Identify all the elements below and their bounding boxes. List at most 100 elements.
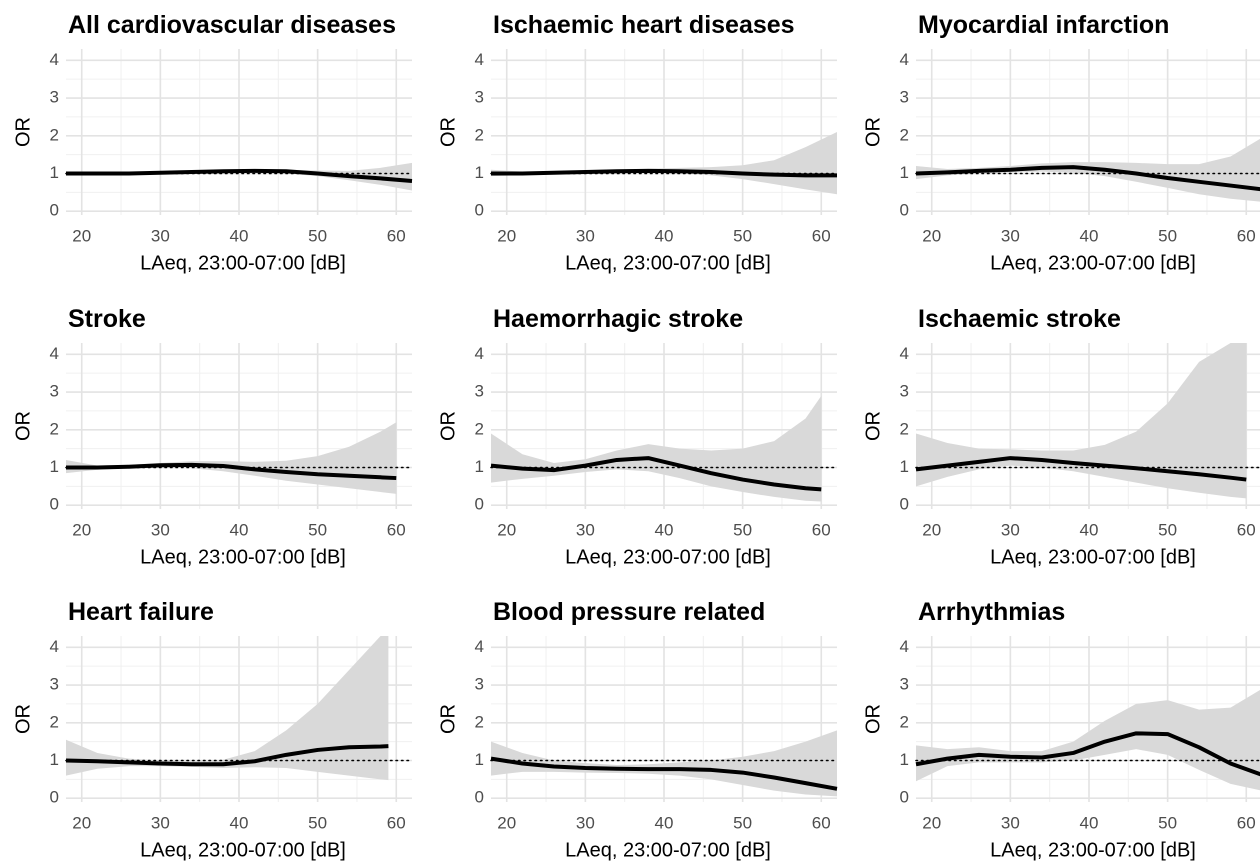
y-tick-label: 2 xyxy=(50,125,59,144)
x-axis-label: LAeq, 23:00-07:00 [dB] xyxy=(990,546,1196,568)
x-tick-label: 60 xyxy=(1237,226,1256,245)
confidence-band xyxy=(916,690,1260,791)
confidence-band xyxy=(491,132,837,195)
panel-title: Blood pressure related xyxy=(493,598,765,626)
x-tick-label: 40 xyxy=(1080,813,1099,832)
x-tick-label: 50 xyxy=(308,520,327,539)
x-tick-label: 30 xyxy=(576,520,595,539)
x-tick-label: 20 xyxy=(72,520,91,539)
y-tick-label: 2 xyxy=(900,712,909,731)
x-tick-label: 40 xyxy=(230,226,249,245)
x-axis-label: LAeq, 23:00-07:00 [dB] xyxy=(990,839,1196,861)
y-tick-label: 0 xyxy=(475,495,484,514)
x-tick-label: 20 xyxy=(72,226,91,245)
x-tick-label: 30 xyxy=(151,813,170,832)
x-tick-label: 30 xyxy=(1001,520,1020,539)
y-tick-label: 2 xyxy=(50,712,59,731)
y-axis-label: OR xyxy=(12,411,34,441)
or-curve xyxy=(915,165,1260,192)
y-axis-label: OR xyxy=(437,704,459,734)
x-tick-label: 60 xyxy=(387,813,406,832)
y-tick-label: 3 xyxy=(475,675,484,694)
x-tick-label: 40 xyxy=(655,813,674,832)
y-tick-label: 3 xyxy=(900,675,909,694)
x-tick-label: 50 xyxy=(1158,226,1177,245)
panel-title: Myocardial infarction xyxy=(918,11,1169,39)
panel-title: Ischaemic heart diseases xyxy=(493,11,795,39)
y-axis-label: OR xyxy=(12,704,34,734)
or-curve xyxy=(915,731,1260,777)
y-tick-label: 0 xyxy=(900,201,909,220)
y-tick-label: 0 xyxy=(900,788,909,807)
or-curve xyxy=(915,456,1247,482)
y-tick-label: 1 xyxy=(900,750,909,769)
x-tick-label: 20 xyxy=(497,226,516,245)
x-tick-label: 60 xyxy=(812,813,831,832)
y-tick-label: 1 xyxy=(50,163,59,182)
x-tick-label: 60 xyxy=(812,520,831,539)
x-axis-label: LAeq, 23:00-07:00 [dB] xyxy=(140,546,346,568)
panel-title: Heart failure xyxy=(68,598,214,626)
x-axis-label: LAeq, 23:00-07:00 [dB] xyxy=(565,252,771,274)
y-tick-label: 1 xyxy=(475,163,484,182)
y-tick-label: 0 xyxy=(50,201,59,220)
y-tick-label: 2 xyxy=(475,712,484,731)
x-tick-label: 50 xyxy=(308,813,327,832)
x-tick-label: 60 xyxy=(1237,813,1256,832)
x-axis-label: LAeq, 23:00-07:00 [dB] xyxy=(140,839,346,861)
y-tick-label: 2 xyxy=(50,419,59,438)
x-tick-label: 40 xyxy=(655,520,674,539)
y-tick-label: 4 xyxy=(50,344,59,363)
y-tick-label: 1 xyxy=(50,457,59,476)
x-axis-label: LAeq, 23:00-07:00 [dB] xyxy=(565,839,771,861)
y-tick-label: 3 xyxy=(50,88,59,107)
confidence-band xyxy=(66,636,389,781)
x-tick-label: 40 xyxy=(230,813,249,832)
y-tick-label: 1 xyxy=(900,163,909,182)
y-tick-label: 3 xyxy=(475,382,484,401)
x-tick-label: 50 xyxy=(733,813,752,832)
x-tick-label: 30 xyxy=(151,520,170,539)
y-tick-label: 0 xyxy=(475,788,484,807)
panel-title: Haemorrhagic stroke xyxy=(493,305,743,333)
x-tick-label: 40 xyxy=(1080,520,1099,539)
y-tick-label: 2 xyxy=(475,125,484,144)
y-axis-label: OR xyxy=(862,117,884,147)
x-tick-label: 40 xyxy=(1080,226,1099,245)
y-axis-label: OR xyxy=(437,411,459,441)
y-tick-label: 4 xyxy=(900,50,909,69)
y-tick-label: 2 xyxy=(900,125,909,144)
panel-title: Arrhythmias xyxy=(918,598,1065,626)
y-tick-label: 3 xyxy=(475,88,484,107)
x-tick-label: 50 xyxy=(1158,520,1177,539)
y-tick-label: 0 xyxy=(50,495,59,514)
x-axis-label: LAeq, 23:00-07:00 [dB] xyxy=(565,546,771,568)
y-tick-label: 4 xyxy=(900,344,909,363)
panel-title: Ischaemic stroke xyxy=(918,305,1121,333)
confidence-band xyxy=(66,422,397,494)
x-tick-label: 50 xyxy=(1158,813,1177,832)
y-tick-label: 4 xyxy=(475,344,484,363)
y-tick-label: 0 xyxy=(475,201,484,220)
x-tick-label: 30 xyxy=(151,226,170,245)
x-tick-label: 60 xyxy=(812,226,831,245)
or-curve xyxy=(66,462,397,481)
y-axis-label: OR xyxy=(437,117,459,147)
x-tick-label: 50 xyxy=(733,226,752,245)
y-tick-label: 0 xyxy=(50,788,59,807)
y-tick-label: 3 xyxy=(50,382,59,401)
y-axis-label: OR xyxy=(862,411,884,441)
y-tick-label: 0 xyxy=(900,495,909,514)
x-tick-label: 40 xyxy=(230,520,249,539)
y-tick-label: 3 xyxy=(900,88,909,107)
y-tick-label: 4 xyxy=(475,50,484,69)
x-tick-label: 40 xyxy=(655,226,674,245)
x-tick-label: 20 xyxy=(922,813,941,832)
y-tick-label: 2 xyxy=(475,419,484,438)
x-tick-label: 60 xyxy=(387,226,406,245)
y-tick-label: 1 xyxy=(475,750,484,769)
or-curve xyxy=(65,744,389,767)
confidence-band xyxy=(491,730,837,797)
y-axis-label: OR xyxy=(12,117,34,147)
x-tick-label: 20 xyxy=(497,520,516,539)
